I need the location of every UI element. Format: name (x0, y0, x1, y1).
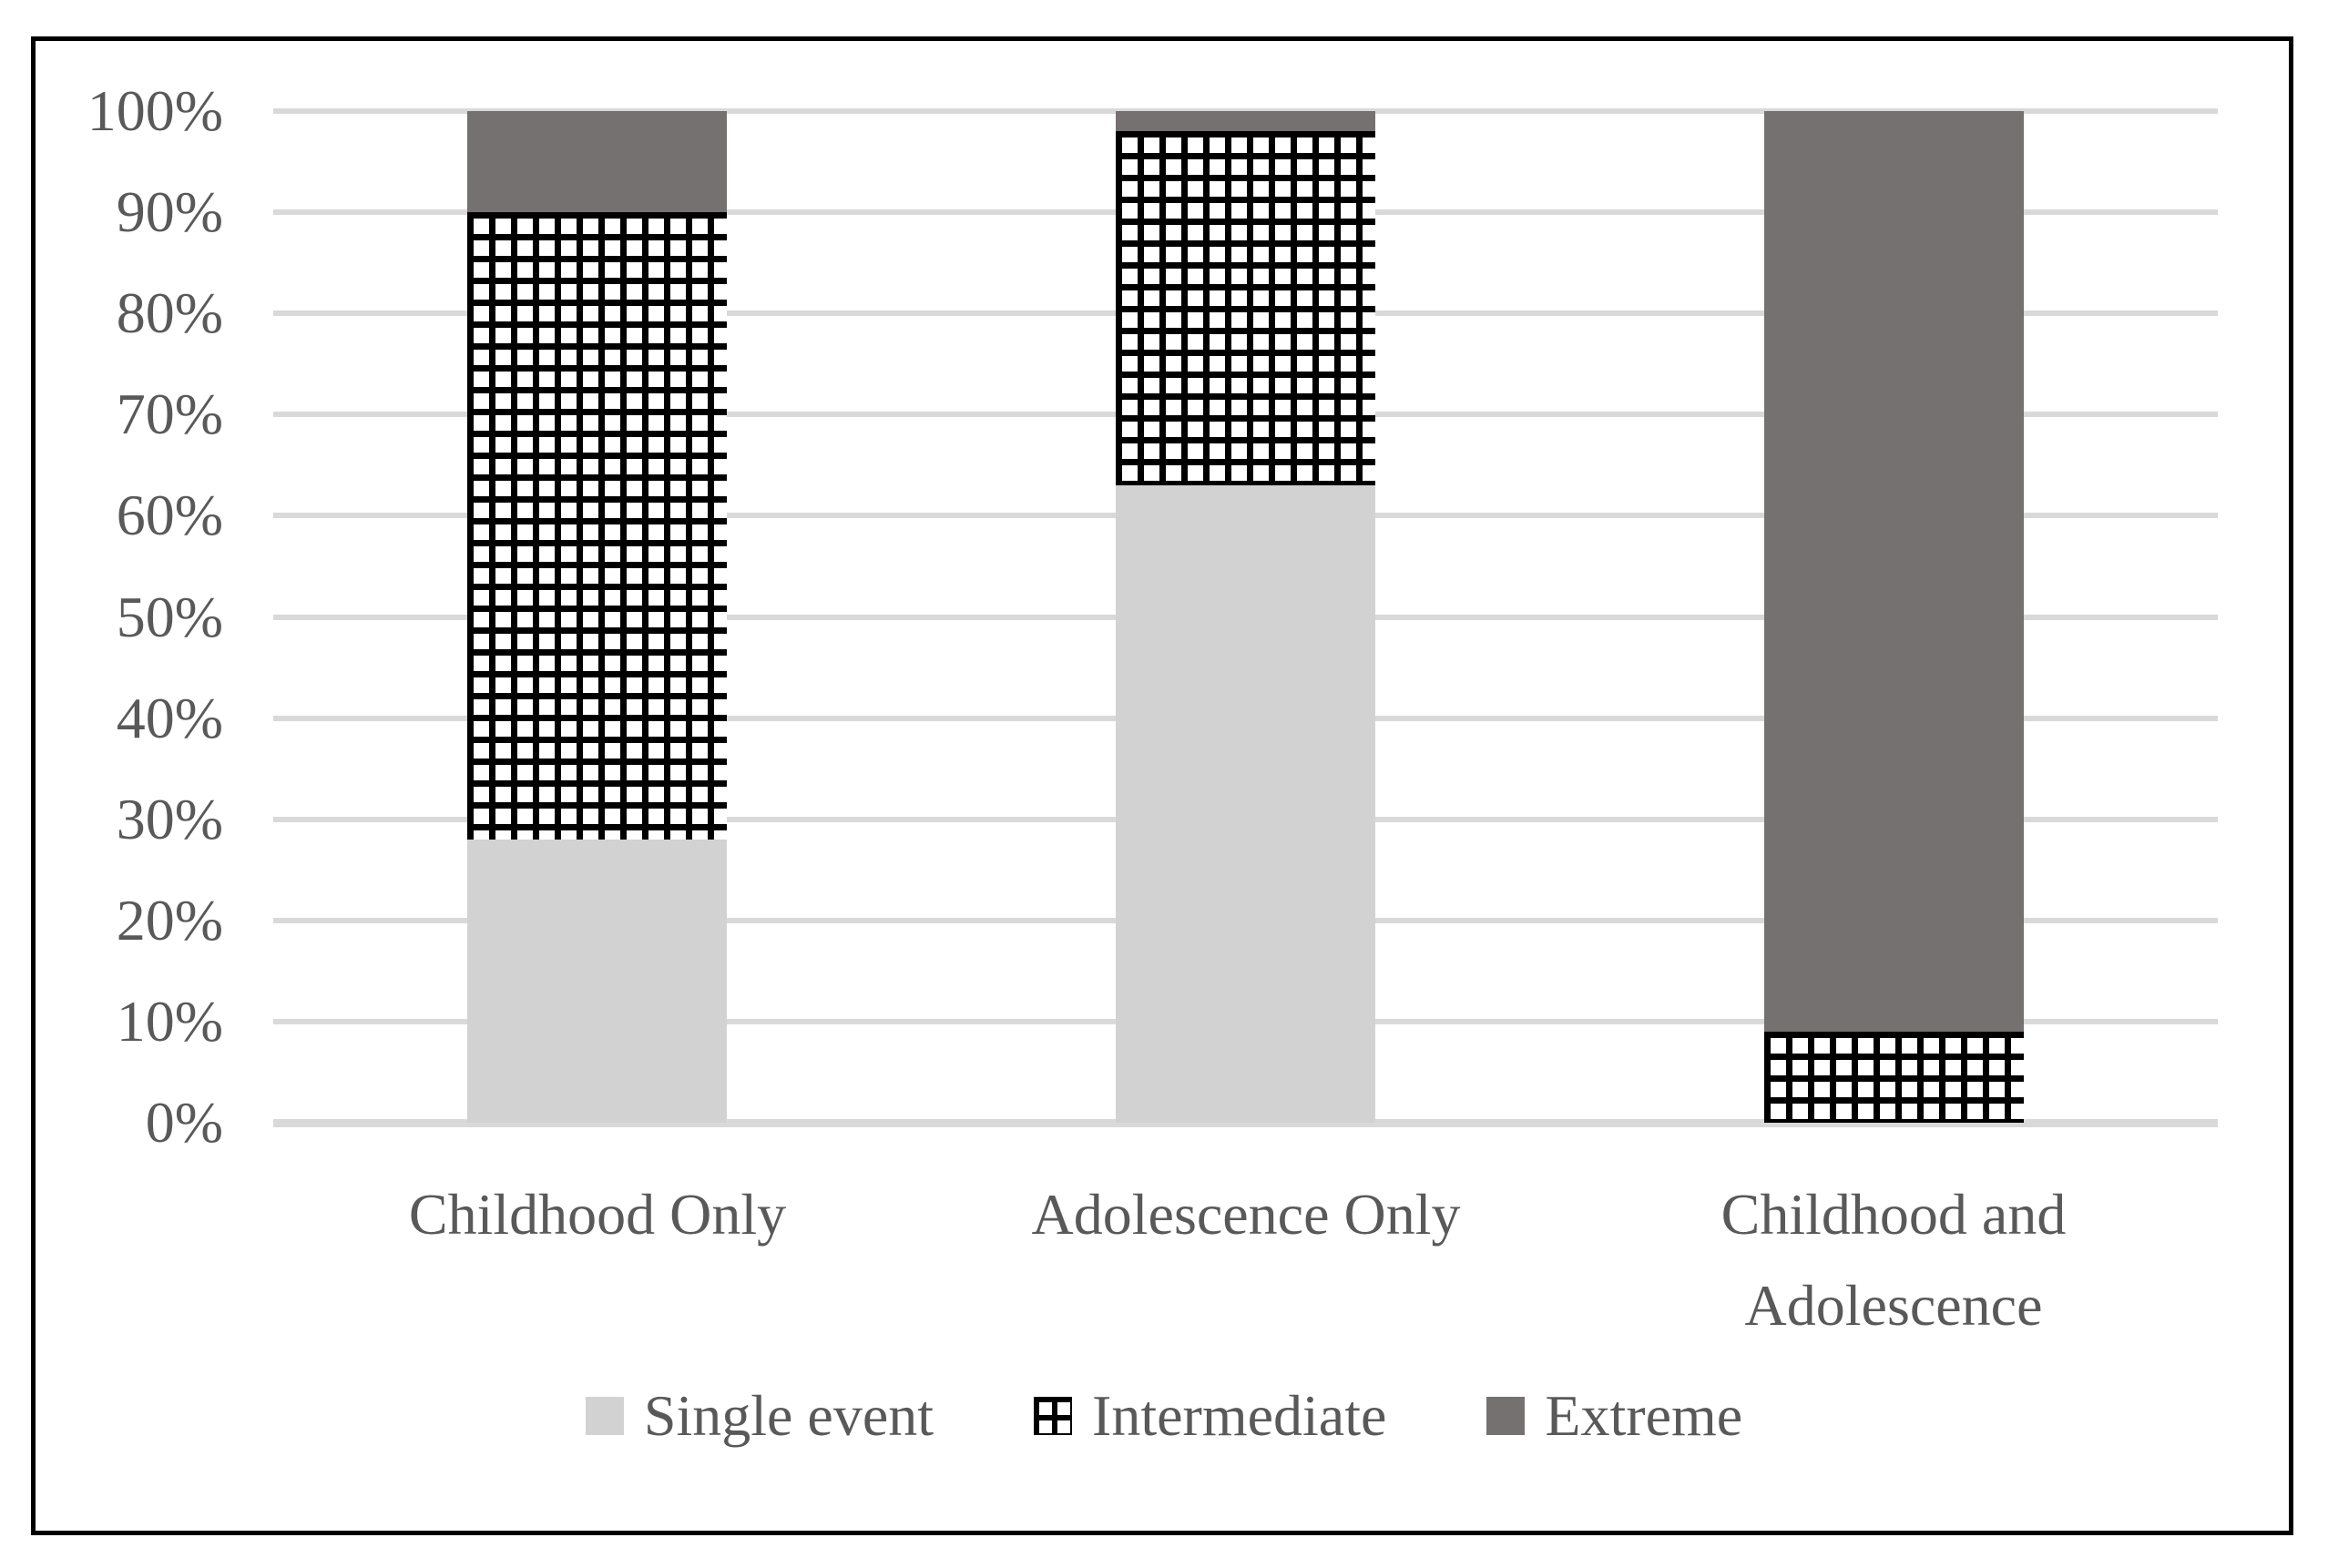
legend-marker-single-event-icon (585, 1397, 624, 1435)
bar-adolescence-only-segment-intermediate (1116, 131, 1375, 485)
y-tick-label: 20% (116, 888, 223, 952)
legend-marker-extreme-icon (1486, 1397, 1526, 1435)
y-tick-label: 90% (116, 179, 223, 244)
y-tick-label: 10% (116, 989, 223, 1054)
bar-childhood-and-adolescence-segment-intermediate (1764, 1032, 2024, 1123)
legend-item-intermediate: Intermediate (1034, 1382, 1386, 1450)
bar-adolescence-only-segment-extreme (1116, 111, 1375, 131)
legend-item-extreme: Extreme (1486, 1382, 1742, 1450)
bar-childhood-only-segment-intermediate (467, 212, 727, 840)
y-tick-label: 70% (116, 382, 223, 446)
category-label-slot: Childhood Only (273, 1169, 922, 1260)
x-axis-line (273, 1119, 2218, 1127)
category-label-slot: Childhood and Adolescence (1569, 1169, 2218, 1351)
bar-childhood-and-adolescence-segment-extreme (1764, 111, 2024, 1032)
legend: Single event Intermediate Extreme (0, 1382, 2328, 1450)
y-tick-label: 0% (145, 1090, 223, 1155)
y-tick-label: 50% (116, 585, 223, 649)
y-tick-label: 80% (116, 280, 223, 345)
legend-label: Single event (643, 1383, 934, 1448)
legend-marker-intermediate-icon (1034, 1397, 1072, 1435)
legend-item-single-event: Single event (585, 1382, 934, 1450)
legend-label: Intermediate (1092, 1383, 1387, 1448)
bar-childhood-only-segment-single-event (467, 840, 727, 1123)
bar-adolescence-only-segment-single-event (1116, 485, 1375, 1123)
figure-border (31, 36, 2293, 1535)
legend-label: Extreme (1545, 1383, 1743, 1448)
y-tick-label: 40% (116, 686, 223, 750)
y-tick-label: 30% (116, 787, 223, 851)
bar-childhood-only-segment-extreme (467, 111, 727, 212)
y-tick-label: 60% (116, 483, 223, 547)
category-label-adolescence-only: Adolescence Only (1031, 1182, 1461, 1247)
category-label-childhood-only: Childhood Only (408, 1182, 787, 1247)
category-label-slot: Adolescence Only (922, 1169, 1570, 1260)
y-tick-label: 100% (87, 78, 223, 143)
category-label-childhood-and-adolescence: Childhood and Adolescence (1720, 1182, 2067, 1338)
